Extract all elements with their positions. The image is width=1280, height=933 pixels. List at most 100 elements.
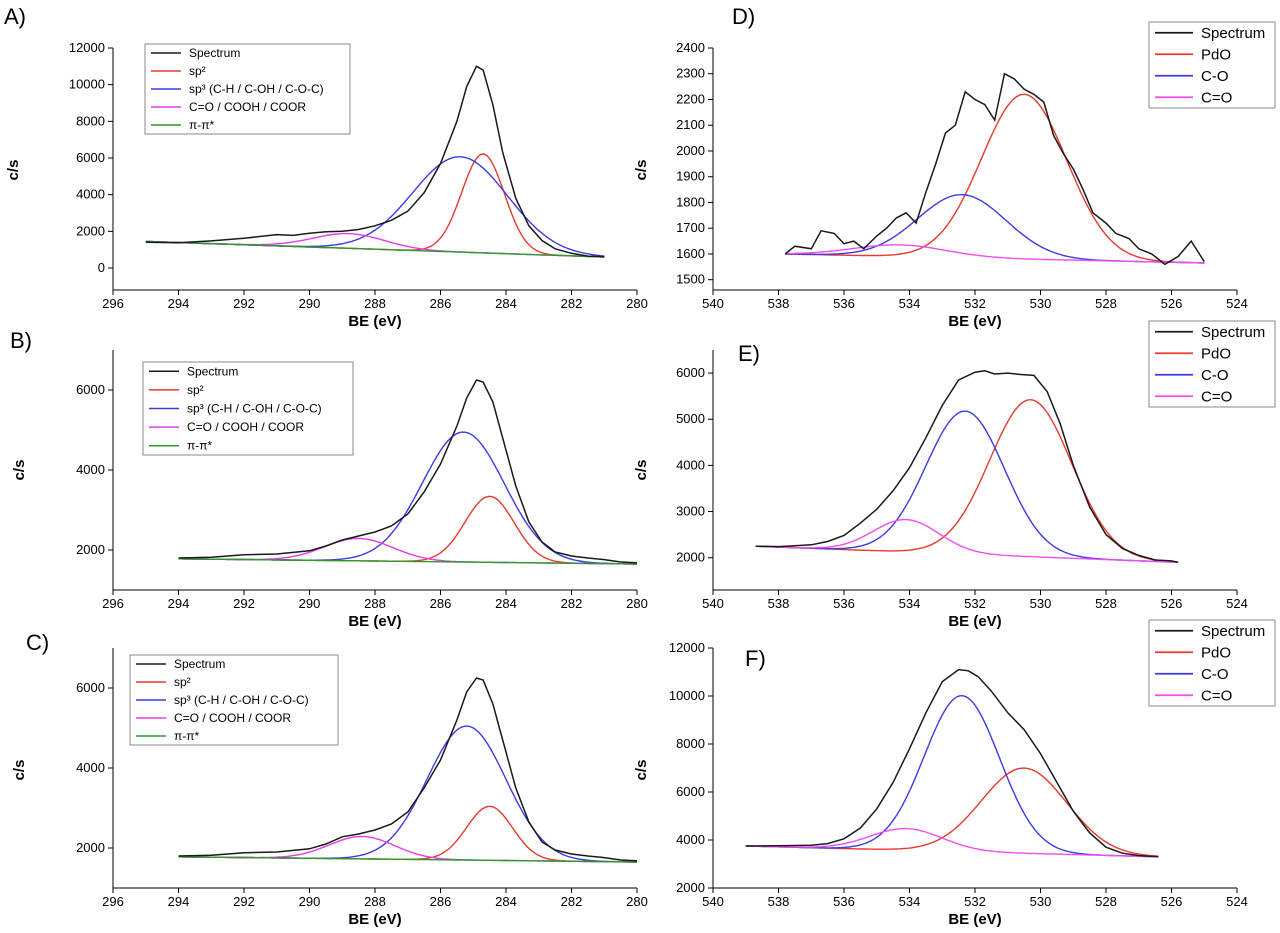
x-tick-label: 526 xyxy=(1161,596,1183,611)
legend-label-sp3: sp³ (C-H / C-OH / C-O-C) xyxy=(187,402,322,416)
x-tick-label: 288 xyxy=(364,596,386,611)
legend-label-sp3: sp³ (C-H / C-OH / C-O-C) xyxy=(174,693,309,707)
y-tick-label: 6000 xyxy=(76,150,105,165)
x-tick-label: 296 xyxy=(102,894,124,909)
y-tick-label: 2000 xyxy=(76,542,105,557)
x-tick-label: 294 xyxy=(168,596,190,611)
x-tick-label: 296 xyxy=(102,296,124,311)
legend-label-spectrum: Spectrum xyxy=(1201,25,1265,42)
y-tick-label: 1900 xyxy=(676,169,705,184)
y-axis-title: c/s xyxy=(633,160,650,181)
plot-area xyxy=(745,668,1159,858)
y-tick-label: 4000 xyxy=(76,187,105,202)
series-c_o xyxy=(785,193,1205,264)
x-tick-label: 286 xyxy=(430,596,452,611)
x-tick-label: 282 xyxy=(561,894,583,909)
y-tick-label: 6000 xyxy=(676,365,705,380)
panel-F: F) 540 538 536 534 532 530 528 526 524 2000 4000 600… xyxy=(633,619,1276,928)
legend-label-spectrum: Spectrum xyxy=(189,46,240,60)
x-tick-label: 540 xyxy=(702,596,724,611)
y-axis-title: c/s xyxy=(11,760,28,781)
legend-label-spectrum: Spectrum xyxy=(187,364,238,378)
x-tick-label: 294 xyxy=(168,296,190,311)
y-tick-label: 10000 xyxy=(69,77,105,92)
x-tick-label: 528 xyxy=(1095,596,1117,611)
x-axis-title: BE (eV) xyxy=(348,613,401,630)
y-tick-label: 4000 xyxy=(676,457,705,472)
y-tick-label: 1700 xyxy=(676,220,705,235)
legend-label-co: C=O / COOH / COOR xyxy=(174,711,291,725)
legend-label-c_eq_o: C=O xyxy=(1201,687,1232,704)
x-tick-label: 288 xyxy=(364,296,386,311)
y-tick-label: 2400 xyxy=(676,40,705,55)
series-pipi xyxy=(178,856,637,863)
plot-area xyxy=(784,72,1205,266)
x-tick-label: 292 xyxy=(233,894,255,909)
series-pipi xyxy=(178,558,637,565)
series-spectrum xyxy=(145,65,605,258)
x-tick-label: 532 xyxy=(964,894,986,909)
x-axis-title: BE (eV) xyxy=(948,313,1001,330)
panel-D: D) 540 538 536 534 532 530 528 526 524 1500 1600 170… xyxy=(633,4,1276,330)
x-axis-title: BE (eV) xyxy=(348,911,401,928)
x-tick-label: 534 xyxy=(899,894,921,909)
x-tick-label: 526 xyxy=(1161,894,1183,909)
y-tick-label: 1800 xyxy=(676,194,705,209)
x-tick-label: 532 xyxy=(964,596,986,611)
legend-label-pipi: π-π* xyxy=(174,729,200,743)
y-tick-label: 2000 xyxy=(676,550,705,565)
y-tick-label: 2200 xyxy=(676,91,705,106)
y-tick-label: 4000 xyxy=(76,462,105,477)
y-tick-label: 1600 xyxy=(676,246,705,261)
y-tick-label: 6000 xyxy=(76,382,105,397)
x-tick-label: 292 xyxy=(233,296,255,311)
series-pdo xyxy=(755,398,1179,563)
x-tick-label: 280 xyxy=(626,296,648,311)
x-tick-label: 526 xyxy=(1161,296,1183,311)
series-pipi xyxy=(145,240,605,258)
legend-label-spectrum: Spectrum xyxy=(174,657,225,671)
x-tick-label: 524 xyxy=(1226,596,1248,611)
legend-label-co: C=O / COOH / COOR xyxy=(189,100,306,114)
y-axis-title: c/s xyxy=(5,160,22,181)
x-tick-label: 536 xyxy=(833,296,855,311)
x-tick-label: 530 xyxy=(1030,596,1052,611)
legend-label-sp2: sp² xyxy=(187,383,204,397)
legend-label-c_o: C-O xyxy=(1201,367,1229,384)
x-tick-label: 534 xyxy=(899,596,921,611)
series-spectrum xyxy=(178,379,637,564)
legend: Spectrum sp² sp³ (C-H / C-OH / C-O-C) C=O /… xyxy=(144,43,351,135)
panel-label: F) xyxy=(745,646,766,671)
y-tick-label: 6000 xyxy=(676,784,705,799)
y-tick-label: 2000 xyxy=(76,840,105,855)
x-tick-label: 540 xyxy=(702,296,724,311)
plot-area xyxy=(178,677,637,863)
x-tick-label: 280 xyxy=(626,894,648,909)
x-tick-label: 284 xyxy=(495,596,517,611)
series-c_o xyxy=(755,410,1179,563)
y-tick-label: 6000 xyxy=(76,680,105,695)
panel-label: B) xyxy=(10,328,32,353)
plot-area xyxy=(145,65,605,258)
legend-box xyxy=(1148,619,1276,707)
legend-label-spectrum: Spectrum xyxy=(1201,623,1265,640)
panel-A: A) 296 294 292 290 288 286 284 282 280 0 2000 4000 60… xyxy=(4,4,648,330)
x-tick-label: 288 xyxy=(364,894,386,909)
panel-B: B) 296 294 292 290 288 286 284 282 280 2000 4000 600… xyxy=(10,328,648,630)
y-tick-label: 4000 xyxy=(676,832,705,847)
x-tick-label: 528 xyxy=(1095,894,1117,909)
legend: Spectrum sp² sp³ (C-H / C-OH / C-O-C) C=O /… xyxy=(142,361,354,456)
y-tick-label: 0 xyxy=(98,260,105,275)
x-axis-title: BE (eV) xyxy=(348,313,401,330)
y-tick-label: 8000 xyxy=(76,113,105,128)
series-spectrum xyxy=(784,72,1205,266)
x-tick-label: 540 xyxy=(702,894,724,909)
x-tick-label: 296 xyxy=(102,596,124,611)
legend: Spectrum sp² sp³ (C-H / C-OH / C-O-C) C=O /… xyxy=(129,654,339,746)
y-tick-label: 5000 xyxy=(676,411,705,426)
x-tick-label: 290 xyxy=(299,894,321,909)
x-tick-label: 530 xyxy=(1030,296,1052,311)
legend-label-c_eq_o: C=O xyxy=(1201,388,1232,405)
x-tick-label: 528 xyxy=(1095,296,1117,311)
